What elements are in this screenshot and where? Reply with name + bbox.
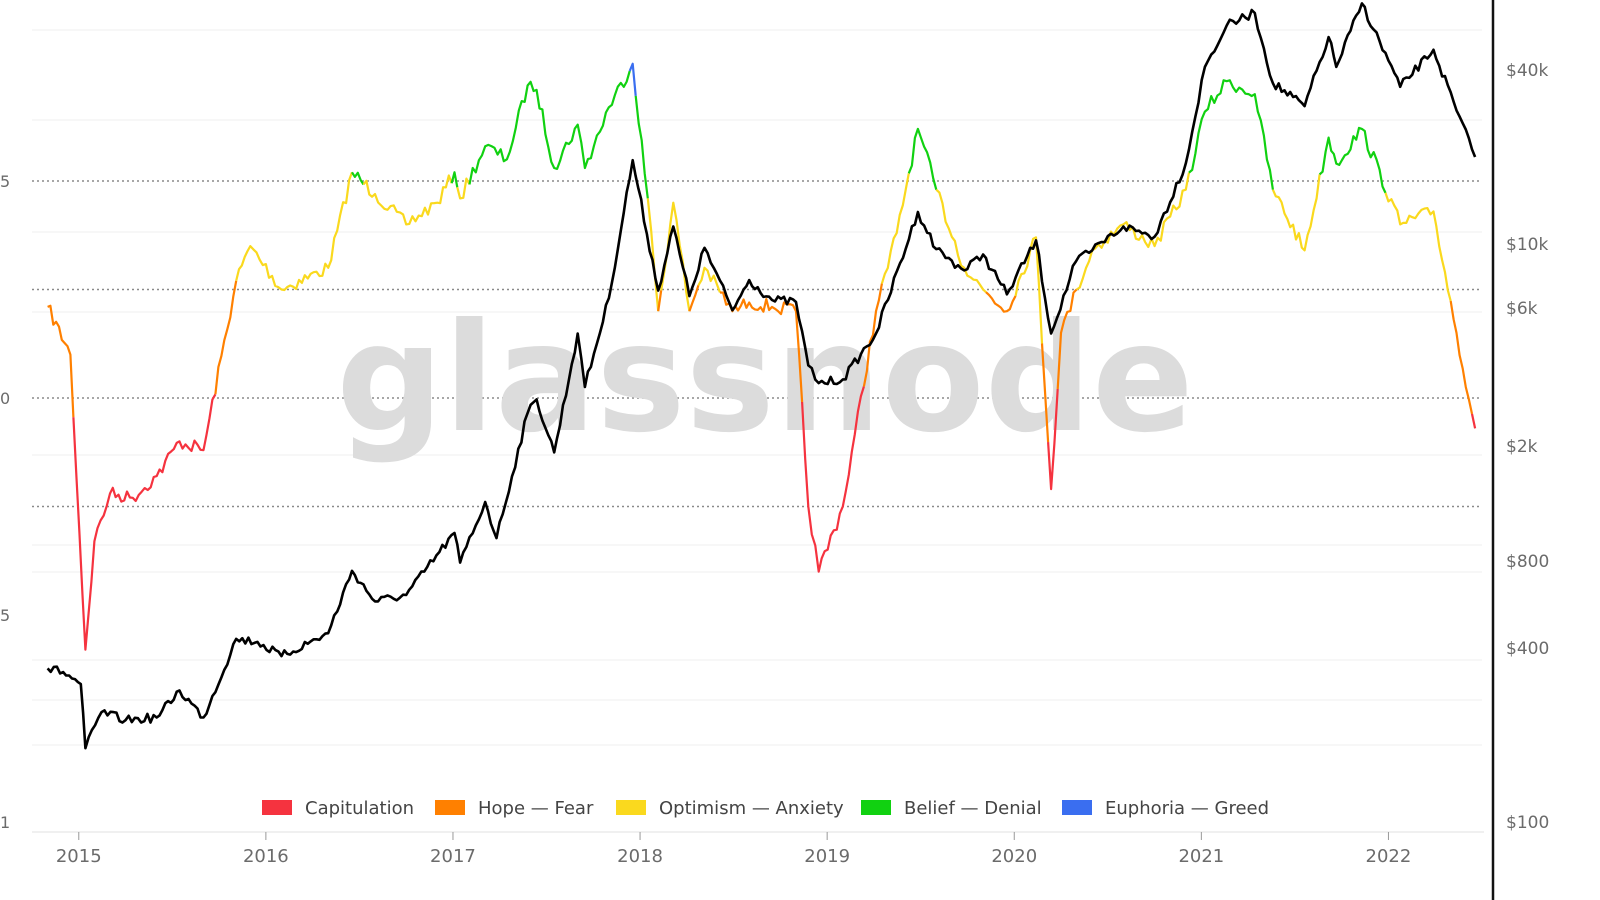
oscillator-segment <box>862 283 883 387</box>
grid-lines <box>32 29 1482 746</box>
left-tick-label: 0 <box>0 389 10 408</box>
legend-label: Euphoria — Greed <box>1105 798 1269 819</box>
right-tick-label: $10k <box>1506 235 1548 255</box>
oscillator-segment <box>1271 174 1321 252</box>
x-tick-label: 2015 <box>56 846 102 867</box>
oscillator-segment <box>47 304 75 418</box>
oscillator-segment <box>634 95 649 199</box>
oscillator-segment <box>72 393 217 651</box>
price-line <box>46 2 1477 750</box>
right-tick-label: $6k <box>1506 299 1538 319</box>
oscillator-segment <box>935 188 987 294</box>
legend-label: Optimism — Anxiety <box>659 798 844 819</box>
right-tick-label: $40k <box>1506 61 1548 81</box>
oscillator-segment <box>468 70 631 185</box>
x-tick-label: 2017 <box>430 846 476 867</box>
series-layer <box>46 2 1477 750</box>
x-tick-label: 2022 <box>1366 846 1412 867</box>
right-tick-label: $2k <box>1506 437 1538 457</box>
oscillator-segment <box>657 290 663 312</box>
oscillator-segment <box>1449 300 1474 415</box>
oscillator-segment <box>688 284 700 312</box>
oscillator-segment <box>628 62 637 97</box>
oscillator-segment <box>985 291 1017 313</box>
oscillator-segment <box>1318 126 1387 194</box>
oscillator-segment <box>880 173 910 284</box>
x-tick-label: 2020 <box>991 846 1037 867</box>
oscillator-segment <box>801 386 865 573</box>
x-axis-ticks: 2015 2016 2017 2018 2019 2020 2021 2022 <box>56 832 1411 867</box>
right-axis-ticks: $100 $400 $800 $2k $6k $10k $40k <box>1506 61 1549 833</box>
legend: Capitulation Hope — Fear Optimism — Anxiet… <box>262 798 1269 819</box>
right-tick-label: $100 <box>1506 813 1549 833</box>
legend-swatch <box>1062 800 1092 815</box>
oscillator-segment <box>1047 388 1059 491</box>
legend-swatch <box>861 800 891 815</box>
left-tick-label: 5 <box>0 172 10 191</box>
legend-swatch <box>262 800 292 815</box>
right-tick-label: $800 <box>1506 552 1549 572</box>
x-tick-label: 2016 <box>243 846 289 867</box>
oscillator-segment <box>1056 288 1078 390</box>
right-tick-label: $400 <box>1506 639 1549 659</box>
oscillator-segment <box>235 171 354 292</box>
oscillator-segment <box>1014 236 1044 344</box>
oscillator-segment <box>646 198 660 312</box>
oscillator-segment <box>362 174 453 226</box>
oscillator-segment <box>1188 79 1274 190</box>
oscillator-segment <box>1040 343 1050 443</box>
oscillator-segment <box>1076 172 1191 291</box>
oscillator-segment <box>351 171 365 186</box>
oscillator-segment <box>1470 413 1477 429</box>
oscillator-segment <box>1384 192 1452 302</box>
x-tick-label: 2019 <box>804 846 850 867</box>
oscillator-segment <box>214 280 238 395</box>
x-tick-label: 2018 <box>617 846 663 867</box>
legend-label: Belief — Denial <box>904 798 1042 819</box>
left-tick-label: 5 <box>0 606 10 625</box>
oscillator-segment <box>456 177 471 200</box>
legend-label: Hope — Fear <box>478 798 594 819</box>
watermark: glassnode <box>336 292 1194 466</box>
legend-swatch <box>435 800 465 815</box>
legend-swatch <box>616 800 646 815</box>
oscillator-segment <box>697 266 722 293</box>
oscillator-segment <box>907 127 938 190</box>
legend-label: Capitulation <box>305 798 414 819</box>
x-tick-label: 2021 <box>1178 846 1224 867</box>
oscillator-segment <box>450 171 459 188</box>
left-tick-label: 1 <box>0 813 10 832</box>
